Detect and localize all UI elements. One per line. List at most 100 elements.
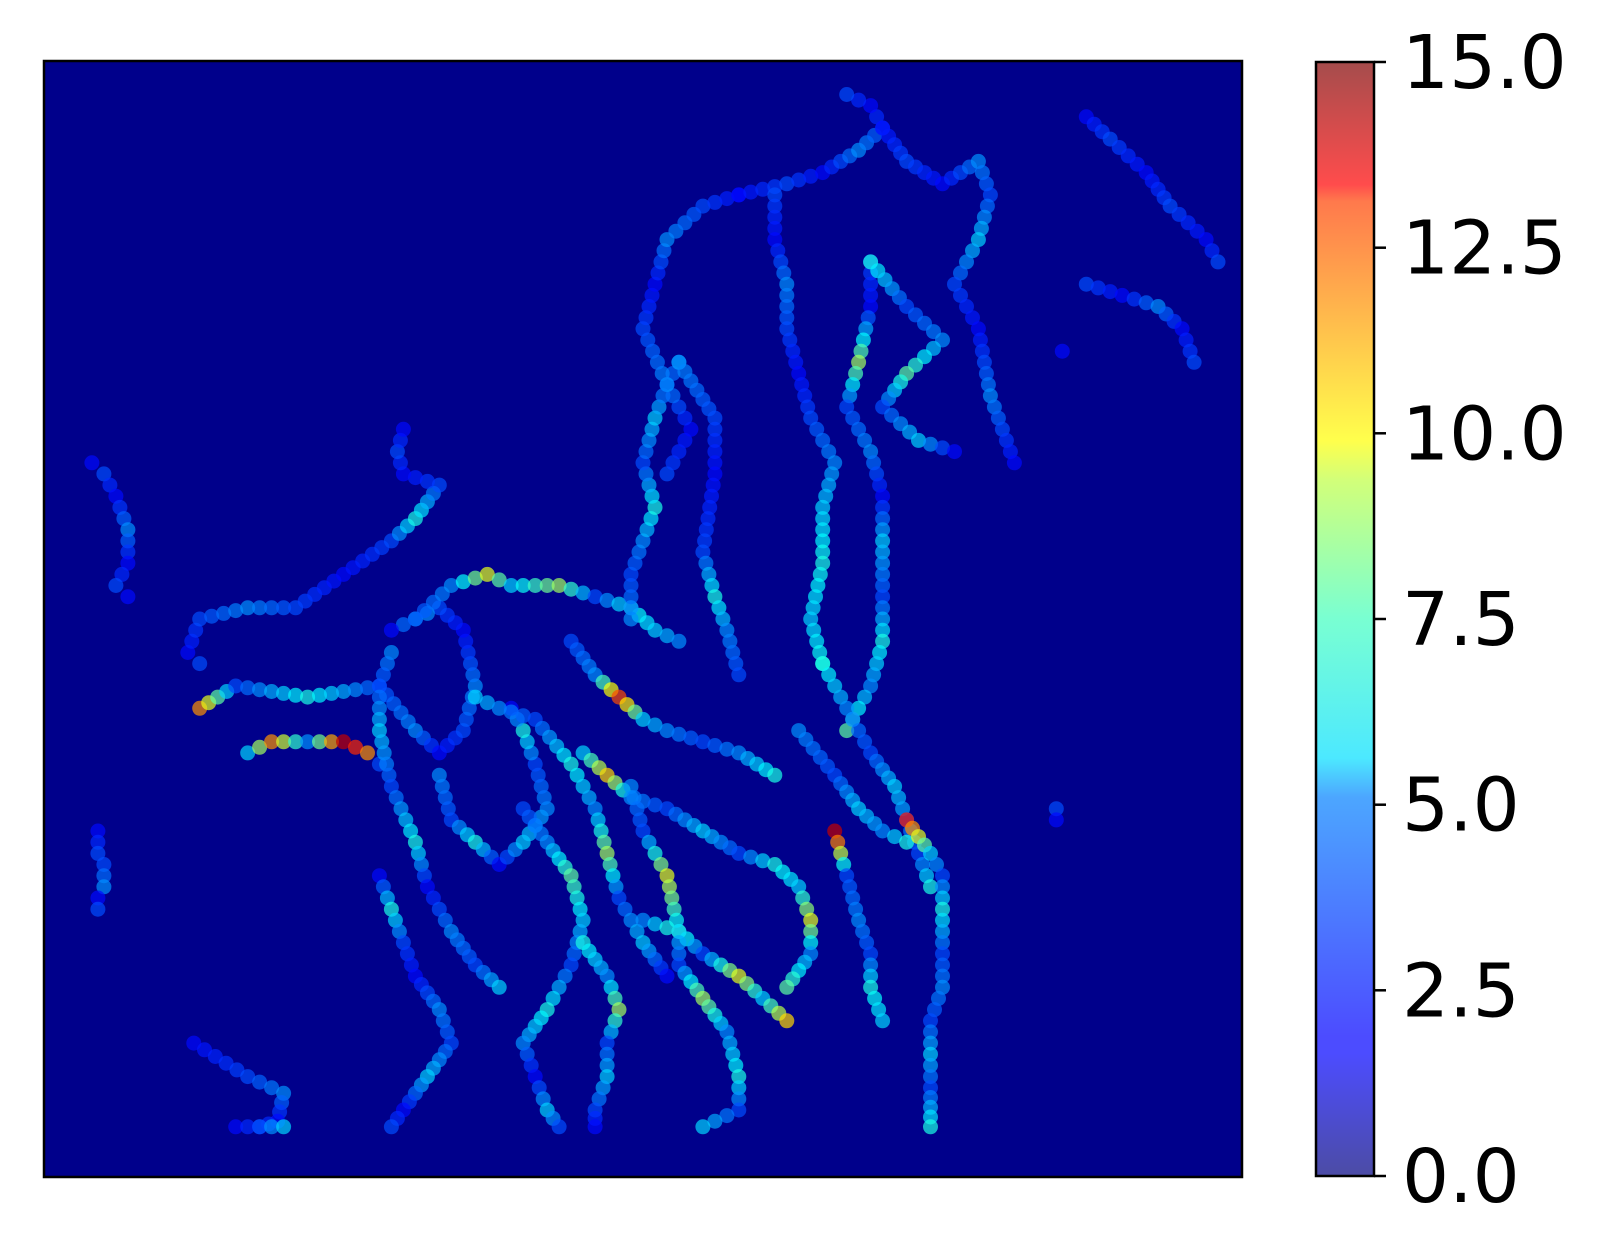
- scatter-point: [875, 578, 891, 593]
- scatter-point: [647, 916, 663, 932]
- scatter-point: [647, 797, 663, 813]
- scatter-point: [923, 1069, 938, 1085]
- scatter-point: [557, 968, 573, 984]
- scatter-point: [431, 477, 447, 493]
- scatter-point: [875, 499, 891, 515]
- scatter-point: [923, 1024, 938, 1040]
- scatter-point: [1126, 291, 1142, 307]
- scatter-point: [1090, 280, 1106, 296]
- scatter-point: [383, 1119, 399, 1135]
- scatter-point: [803, 924, 819, 939]
- scatter-point: [1198, 232, 1214, 248]
- scatter-point: [479, 695, 495, 711]
- scatter-point: [645, 343, 661, 359]
- scatter-point: [324, 685, 339, 701]
- scatter-point: [300, 689, 316, 705]
- scatter-point: [120, 589, 136, 605]
- scatter-point: [336, 684, 351, 699]
- scatter-point: [229, 1062, 245, 1078]
- scatter-point: [647, 845, 663, 861]
- scatter-point: [875, 566, 891, 582]
- scatter-point: [858, 321, 874, 337]
- scatter-point: [803, 168, 819, 184]
- scatter-point: [839, 87, 855, 102]
- scatter-point: [743, 849, 759, 865]
- scatter-point: [252, 739, 268, 755]
- scatter-point: [1048, 812, 1064, 828]
- scatter-point: [976, 354, 992, 370]
- scatter-point: [851, 421, 867, 437]
- scatter-point: [300, 734, 316, 750]
- scatter-point: [707, 432, 723, 448]
- scatter-point: [857, 689, 873, 705]
- scatter-point: [671, 399, 687, 415]
- scatter-point: [707, 421, 723, 437]
- scatter-point: [923, 879, 938, 895]
- scatter-point: [90, 834, 106, 850]
- scatter-point: [980, 377, 996, 393]
- scatter-point: [965, 243, 980, 259]
- scatter-point: [923, 1013, 938, 1029]
- scatter-point: [929, 857, 944, 872]
- scatter-point: [240, 745, 256, 761]
- scatter-point: [935, 935, 950, 951]
- scatter-point: [515, 708, 531, 724]
- scatter-point: [697, 533, 713, 549]
- scatter-point: [839, 700, 855, 716]
- scatter-point: [653, 857, 669, 872]
- scatter-point: [664, 890, 680, 906]
- scatter-point: [371, 678, 387, 694]
- scatter-point: [575, 585, 591, 601]
- scatter-point: [707, 466, 723, 482]
- scatter-point: [503, 578, 519, 593]
- scatter-point: [767, 209, 783, 225]
- scatter-point: [887, 829, 903, 845]
- scatter-point: [953, 287, 968, 303]
- scatter-point: [659, 968, 675, 984]
- scatter-point: [629, 924, 645, 939]
- scatter-point: [875, 823, 891, 839]
- scatter-point: [443, 578, 459, 593]
- scatter-point: [659, 723, 675, 739]
- scatter-point: [407, 470, 423, 486]
- scatter-point: [108, 578, 124, 593]
- scatter-point: [252, 682, 268, 698]
- scatter-point: [437, 912, 453, 928]
- scatter-point: [599, 592, 615, 608]
- scatter-point: [833, 689, 849, 705]
- scatter-point: [1204, 243, 1220, 259]
- scatter-point: [935, 946, 950, 962]
- scatter-point: [815, 522, 831, 538]
- scatter-point: [623, 589, 639, 605]
- scatter-point: [240, 1119, 256, 1135]
- scatter-point: [1114, 287, 1130, 303]
- scatter-point: [863, 968, 879, 984]
- scatter-point: [767, 198, 783, 214]
- scatter-point: [90, 823, 106, 839]
- scatter-point: [395, 617, 411, 633]
- scatter-point: [1102, 284, 1118, 300]
- scatter-point: [96, 857, 112, 872]
- scatter-point: [767, 187, 783, 203]
- scatter-point: [425, 890, 441, 906]
- scatter-point: [899, 834, 915, 850]
- scatter-point: [264, 1119, 280, 1135]
- scatter-point: [911, 432, 926, 448]
- scatter-point: [393, 801, 409, 817]
- scatter-point: [803, 410, 819, 426]
- scatter-point: [324, 734, 339, 750]
- scatter-point: [839, 723, 855, 739]
- scatter-point: [192, 656, 208, 672]
- scatter-point: [479, 566, 495, 582]
- scatter-point: [216, 605, 232, 621]
- scatter-point: [228, 678, 244, 694]
- colorbar-tick-label: 2.5: [1402, 948, 1520, 1034]
- scatter-point: [647, 622, 663, 638]
- scatter-point: [707, 455, 723, 471]
- scatter-point: [863, 276, 879, 292]
- scatter-point: [923, 845, 938, 861]
- colorbar-tick-label: 0.0: [1402, 1134, 1520, 1220]
- scatter-point: [581, 790, 597, 806]
- scatter-point: [336, 734, 351, 750]
- scatter-point: [972, 332, 988, 348]
